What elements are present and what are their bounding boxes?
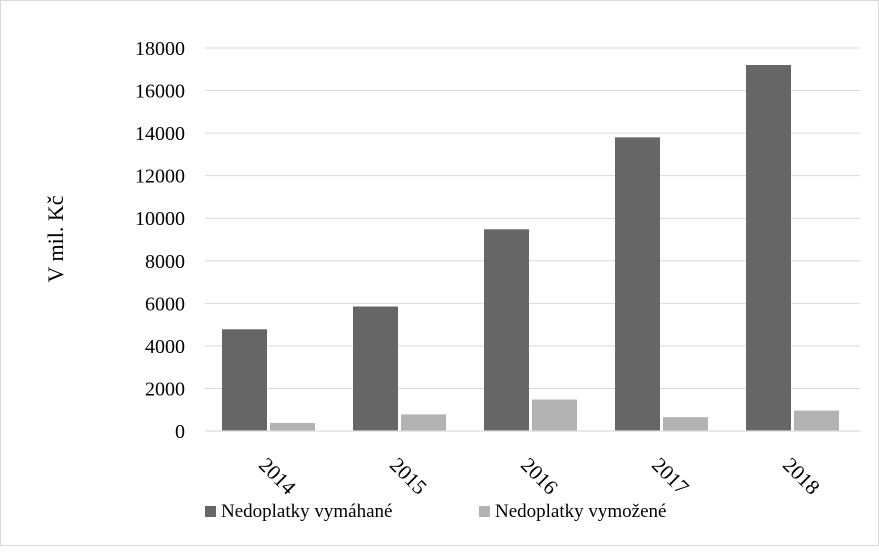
bar-vymozene-2016 (532, 399, 577, 431)
legend-swatch (479, 506, 490, 517)
bar-vymozene-2015 (401, 414, 446, 431)
y-axis-title: V mil. Kč (43, 195, 68, 282)
y-tick-label: 0 (175, 421, 185, 443)
bars (222, 65, 839, 432)
legend-label: Nedoplatky vymožené (495, 501, 666, 522)
y-tick-label: 18000 (135, 38, 185, 60)
y-tick-label: 8000 (145, 251, 185, 273)
y-tick-label: 12000 (135, 166, 185, 188)
x-axis-labels: 2014 2015 2016 2017 2018 (254, 453, 825, 500)
y-axis-ticks: 0 2000 4000 6000 8000 10000 12000 14000 16000 180… (135, 38, 185, 443)
bar-vymahane-2016 (484, 229, 529, 431)
x-tick-label: 2016 (516, 453, 563, 500)
x-tick-label: 2015 (385, 453, 432, 500)
y-tick-label: 14000 (135, 123, 185, 145)
x-tick-label: 2014 (254, 453, 301, 500)
y-tick-label: 16000 (135, 81, 185, 103)
bar-vymahane-2015 (353, 306, 398, 431)
bar-vymahane-2017 (615, 137, 660, 431)
bar-vymozene-2018 (794, 410, 839, 431)
bar-vymozene-2017 (663, 417, 708, 431)
y-tick-label: 4000 (145, 336, 185, 358)
legend: Nedoplatky vymáhané Nedoplatky vymožené (205, 501, 666, 522)
y-tick-label: 2000 (145, 378, 185, 400)
gridlines (205, 47, 860, 389)
y-tick-label: 10000 (135, 208, 185, 230)
y-tick-label: 6000 (145, 293, 185, 315)
bar-vymahane-2014 (222, 329, 267, 431)
x-tick-label: 2017 (647, 453, 694, 500)
legend-swatch (205, 506, 216, 517)
bar-vymozene-2014 (270, 422, 315, 431)
x-tick-label: 2018 (778, 453, 825, 500)
bar-vymahane-2018 (746, 65, 791, 432)
legend-label: Nedoplatky vymáhané (221, 501, 392, 522)
